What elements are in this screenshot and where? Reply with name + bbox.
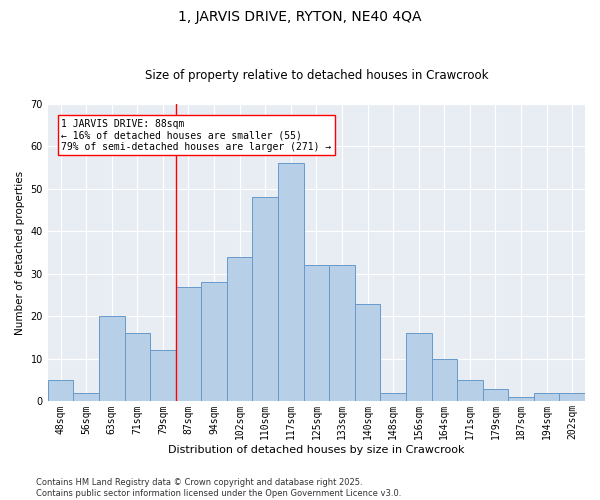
X-axis label: Distribution of detached houses by size in Crawcrook: Distribution of detached houses by size … bbox=[168, 445, 464, 455]
Y-axis label: Number of detached properties: Number of detached properties bbox=[15, 170, 25, 335]
Bar bbox=[125, 334, 150, 402]
Bar bbox=[534, 393, 559, 402]
Bar bbox=[559, 393, 585, 402]
Bar bbox=[253, 198, 278, 402]
Bar bbox=[355, 304, 380, 402]
Bar bbox=[48, 380, 73, 402]
Bar bbox=[380, 393, 406, 402]
Bar bbox=[201, 282, 227, 402]
Bar bbox=[304, 266, 329, 402]
Bar bbox=[227, 257, 253, 402]
Bar bbox=[99, 316, 125, 402]
Title: Size of property relative to detached houses in Crawcrook: Size of property relative to detached ho… bbox=[145, 69, 488, 82]
Text: Contains HM Land Registry data © Crown copyright and database right 2025.
Contai: Contains HM Land Registry data © Crown c… bbox=[36, 478, 401, 498]
Bar bbox=[431, 359, 457, 402]
Bar bbox=[482, 388, 508, 402]
Bar bbox=[278, 164, 304, 402]
Bar bbox=[150, 350, 176, 402]
Bar bbox=[508, 397, 534, 402]
Bar bbox=[176, 286, 201, 402]
Bar bbox=[457, 380, 482, 402]
Text: 1 JARVIS DRIVE: 88sqm
← 16% of detached houses are smaller (55)
79% of semi-deta: 1 JARVIS DRIVE: 88sqm ← 16% of detached … bbox=[61, 119, 331, 152]
Bar bbox=[329, 266, 355, 402]
Bar bbox=[406, 334, 431, 402]
Bar bbox=[73, 393, 99, 402]
Text: 1, JARVIS DRIVE, RYTON, NE40 4QA: 1, JARVIS DRIVE, RYTON, NE40 4QA bbox=[178, 10, 422, 24]
